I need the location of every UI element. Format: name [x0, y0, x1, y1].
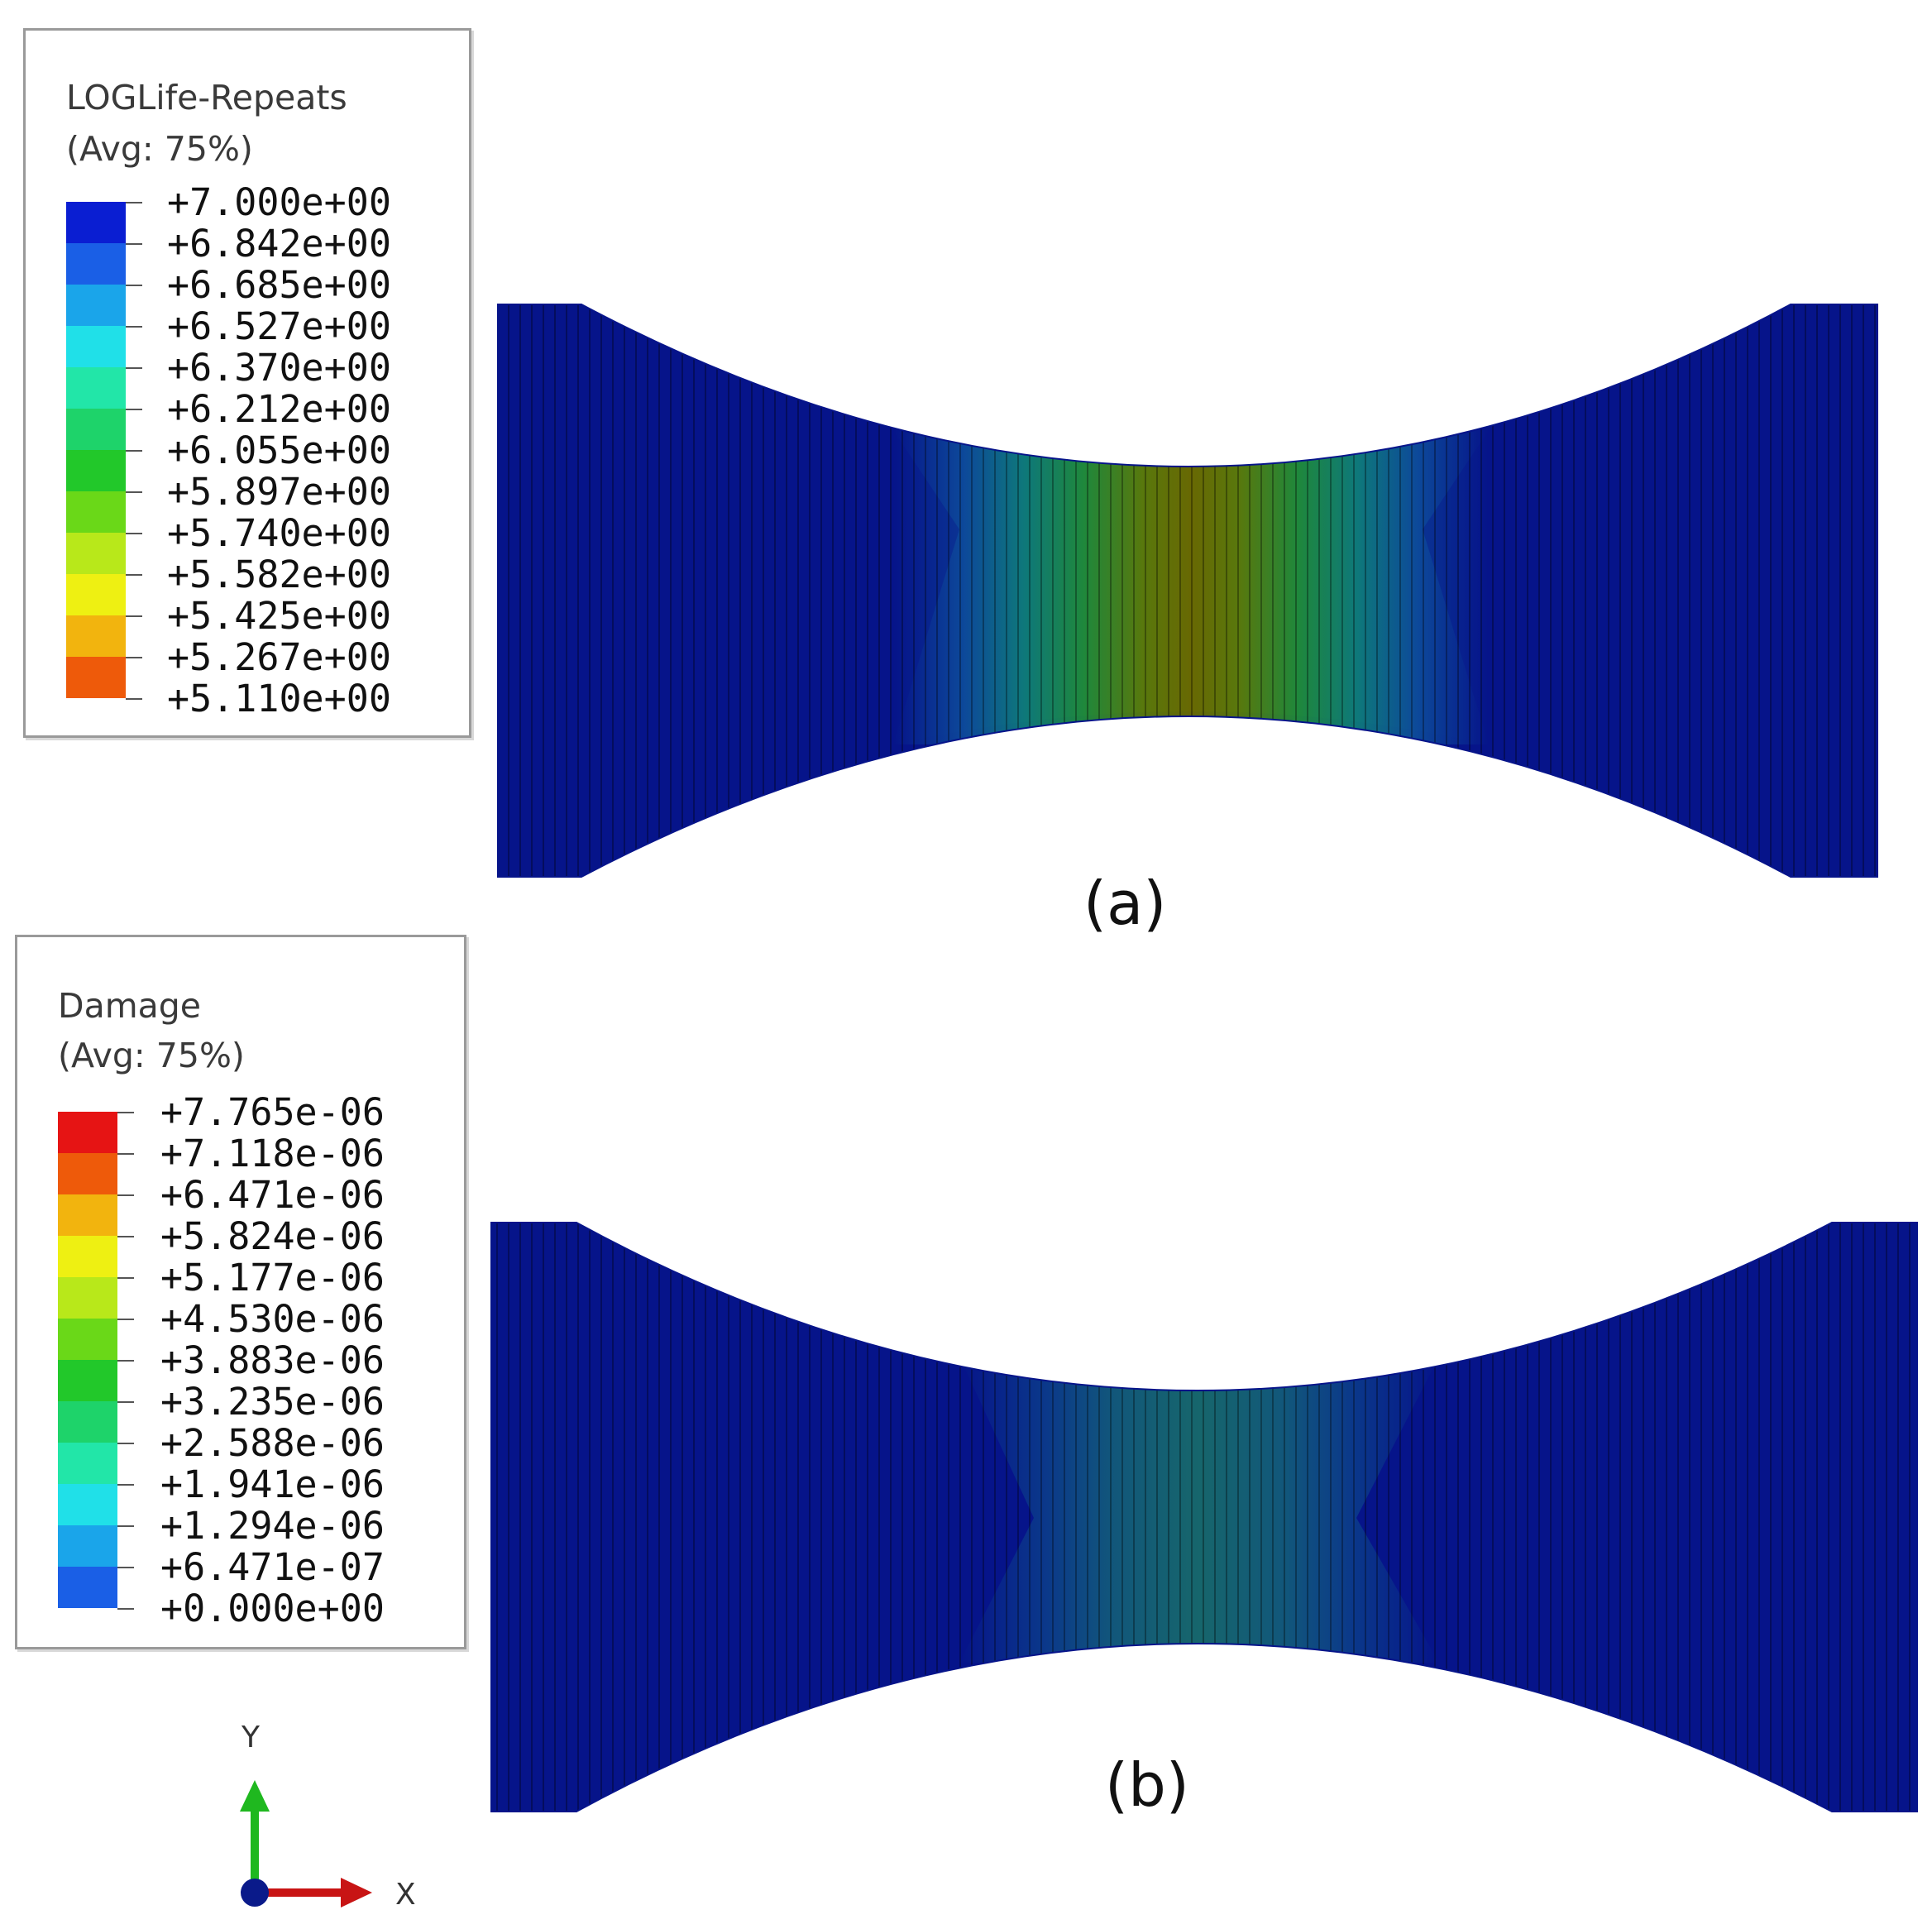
legend-tick [126, 450, 142, 452]
legend-color-band [66, 450, 126, 491]
legend-value: +5.824e-06 [160, 1214, 385, 1258]
legend-color-band [66, 326, 126, 367]
legend-color-band [58, 1401, 117, 1443]
legend-value: +7.765e-06 [160, 1090, 385, 1134]
specimen-a-outline [497, 304, 1878, 878]
legend-tick [126, 657, 142, 658]
legend-tick [126, 367, 142, 369]
legend-color-band [58, 1360, 117, 1401]
legend-tick [126, 698, 142, 700]
legend-tick [117, 1525, 134, 1527]
legend-tick [117, 1319, 134, 1320]
legend-tick [117, 1360, 134, 1362]
specimen-a-contour [498, 304, 1877, 877]
legend-color-band [58, 1443, 117, 1484]
legend-value: +3.883e-06 [160, 1338, 385, 1382]
legend-value: +6.055e+00 [167, 428, 391, 472]
legend-color-band [58, 1567, 117, 1608]
legend-value: +0.000e+00 [160, 1587, 385, 1630]
legend-tick [117, 1236, 134, 1237]
legend-value: +7.000e+00 [167, 180, 391, 224]
legend-value: +5.582e+00 [167, 553, 391, 596]
x-axis-label: X [395, 1878, 416, 1912]
legend-tick [117, 1194, 134, 1196]
legend-color-band [66, 367, 126, 409]
legend-value: +1.941e-06 [160, 1462, 385, 1506]
legend-tick [117, 1277, 134, 1279]
legend-value: +6.842e+00 [167, 222, 391, 266]
legend-value: +6.212e+00 [167, 387, 391, 431]
legend-value: +1.294e-06 [160, 1504, 385, 1548]
specimen-b-contour [491, 1223, 1917, 1812]
legend-color-band [58, 1277, 117, 1319]
origin-icon [241, 1879, 269, 1907]
legend-a-title: LOGLife-Repeats [66, 78, 347, 117]
legend-value: +6.471e-07 [160, 1545, 385, 1589]
legend-tick [117, 1153, 134, 1155]
x-arrow-icon [341, 1878, 372, 1907]
specimen-b-outline [490, 1222, 1918, 1812]
legend-color-band [66, 533, 126, 574]
legend-color-band [58, 1484, 117, 1525]
legend-tick [126, 285, 142, 286]
legend-color-band [66, 285, 126, 326]
legend-value: +2.588e-06 [160, 1421, 385, 1465]
legend-tick [126, 615, 142, 617]
legend-value: +6.471e-06 [160, 1173, 385, 1217]
legend-color-band [66, 491, 126, 533]
legend-value: +5.177e-06 [160, 1256, 385, 1300]
legend-color-band [58, 1319, 117, 1360]
legend-tick [117, 1484, 134, 1486]
coordinate-triad: Y X [240, 1721, 416, 1912]
legend-color-band [66, 409, 126, 450]
legend-color-band [66, 202, 126, 243]
legend-color-band [58, 1525, 117, 1567]
legend-value: +5.740e+00 [167, 511, 391, 555]
legend-tick [117, 1608, 134, 1610]
legend-value: +3.235e-06 [160, 1380, 385, 1424]
legend-a-subtitle: (Avg: 75%) [66, 129, 253, 169]
legend-tick [126, 409, 142, 410]
caption-a: (a) [1083, 869, 1167, 938]
caption-b: (b) [1105, 1750, 1189, 1820]
legend-tick [126, 574, 142, 576]
legend-tick [117, 1112, 134, 1113]
legend-color-band [66, 243, 126, 285]
legend-b-subtitle: (Avg: 75%) [58, 1036, 245, 1075]
legend-value: +6.685e+00 [167, 263, 391, 307]
legend-color-band [58, 1194, 117, 1236]
legend-color-band [66, 615, 126, 657]
legend-tick [126, 243, 142, 245]
legend-tick [117, 1567, 134, 1568]
legend-color-band [66, 574, 126, 615]
legend-color-band [58, 1153, 117, 1194]
legend-value: +6.370e+00 [167, 346, 391, 390]
legend-color-band [58, 1236, 117, 1277]
legend-tick [126, 491, 142, 493]
legend-color-band [58, 1112, 117, 1153]
legend-value: +5.110e+00 [167, 677, 391, 720]
legend-value: +5.425e+00 [167, 594, 391, 638]
y-axis-label: Y [241, 1721, 261, 1754]
legend-tick [126, 533, 142, 534]
legend-value: +4.530e-06 [160, 1297, 385, 1341]
y-arrow-icon [240, 1780, 270, 1812]
legend-value: +5.267e+00 [167, 635, 391, 679]
legend-tick [117, 1401, 134, 1403]
legend-value: +6.527e+00 [167, 304, 391, 348]
legend-color-band [66, 657, 126, 698]
legend-tick [126, 326, 142, 328]
legend-value: +5.897e+00 [167, 470, 391, 514]
legend-tick [126, 202, 142, 203]
legend-b-title: Damage [58, 986, 202, 1026]
legend-value: +7.118e-06 [160, 1132, 385, 1175]
legend-tick [117, 1443, 134, 1444]
